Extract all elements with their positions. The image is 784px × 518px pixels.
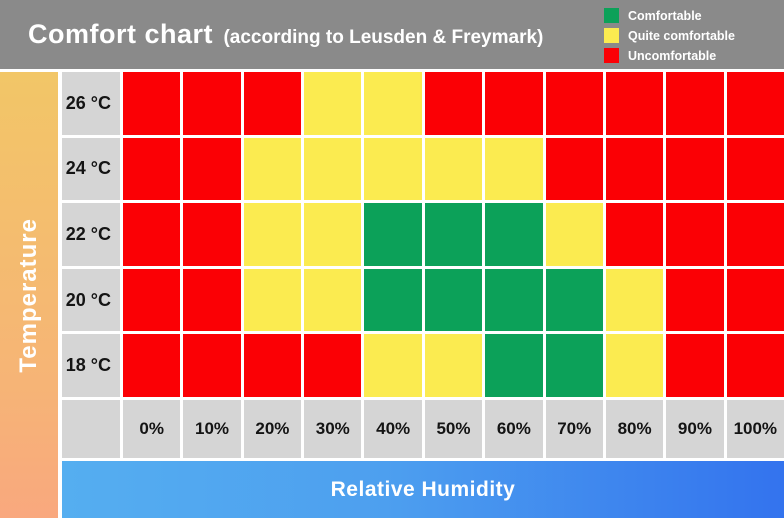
heatmap-cell <box>243 137 302 201</box>
humidity-col-label: 70% <box>545 399 603 458</box>
humidity-col-label: 30% <box>304 399 362 458</box>
chart-body: Temperature 26 °C 24 °C 22 °C 20 °C 18 °C 0% 1… <box>0 69 784 518</box>
heatmap-cell <box>123 137 181 201</box>
heatmap-cell <box>666 203 724 266</box>
heatmap-cell <box>183 334 241 397</box>
legend-label: Comfortable <box>628 8 702 23</box>
heatmap-cell <box>304 203 362 266</box>
legend-label: Quite comfortable <box>628 28 735 43</box>
humidity-col-label: 50% <box>424 399 483 458</box>
heatmap-cell <box>183 137 241 201</box>
title-text: Comfort chart <box>28 19 214 49</box>
heatmap-cell <box>545 203 603 266</box>
heatmap-cell <box>545 72 603 135</box>
temp-row-label: 20 °C <box>62 268 120 332</box>
heatmap-cell <box>545 137 603 201</box>
heatmap-grid: 26 °C 24 °C 22 °C 20 °C 18 °C 0% 10% 20% 30% 40% 5… <box>62 72 784 458</box>
heatmap-cell <box>605 268 664 332</box>
heatmap-cell <box>605 137 664 201</box>
heatmap-cell <box>605 203 664 266</box>
heatmap-cell <box>726 203 784 266</box>
heatmap-cell <box>424 334 483 397</box>
heatmap-cell <box>666 334 724 397</box>
heatmap-cell <box>123 268 181 332</box>
heatmap-cell <box>364 334 422 397</box>
humidity-col-label: 60% <box>485 399 543 458</box>
subtitle-text: (according to Leusden & Freymark) <box>223 27 544 48</box>
heatmap-cell <box>243 334 302 397</box>
heatmap-cell <box>243 203 302 266</box>
heatmap-cell <box>726 137 784 201</box>
legend-item-uncomfortable: Uncomfortable <box>604 48 772 63</box>
heatmap-cell <box>666 137 724 201</box>
heatmap-cell <box>726 334 784 397</box>
temperature-axis-label: Temperature <box>15 217 42 373</box>
heatmap-cell <box>183 72 241 135</box>
heatmap-cell <box>304 72 362 135</box>
humidity-col-label: 20% <box>243 399 302 458</box>
heatmap-cell <box>545 268 603 332</box>
heatmap-cell <box>424 203 483 266</box>
heatmap-cell <box>183 268 241 332</box>
temp-row-label: 26 °C <box>62 72 120 135</box>
humidity-col-label: 80% <box>605 399 664 458</box>
humidity-col-label: 90% <box>666 399 724 458</box>
heatmap-cell <box>605 72 664 135</box>
heatmap-cell <box>304 137 362 201</box>
legend: Comfortable Quite comfortable Uncomforta… <box>604 6 772 63</box>
heatmap-cell <box>666 268 724 332</box>
temp-row-label: 18 °C <box>62 334 120 397</box>
heatmap-cell <box>304 268 362 332</box>
heatmap-cell <box>485 334 543 397</box>
quite-comfortable-swatch-icon <box>604 28 619 43</box>
heatmap-cell <box>485 137 543 201</box>
humidity-col-label: 40% <box>364 399 422 458</box>
heatmap-cell <box>545 334 603 397</box>
legend-item-quite-comfortable: Quite comfortable <box>604 28 772 43</box>
heatmap-cell <box>364 203 422 266</box>
temp-row-label: 24 °C <box>62 137 120 201</box>
heatmap-cell <box>605 334 664 397</box>
temp-row-label: 22 °C <box>62 203 120 266</box>
heatmap-cell <box>123 72 181 135</box>
heatmap-cell <box>485 72 543 135</box>
temperature-axis: Temperature <box>0 72 58 518</box>
page-title: Comfort chart (according to Leusden & Fr… <box>28 19 543 50</box>
chart-header: Comfort chart (according to Leusden & Fr… <box>0 0 784 69</box>
heatmap-cell <box>424 72 483 135</box>
heatmap-cell <box>183 203 241 266</box>
humidity-axis: Relative Humidity <box>62 461 784 518</box>
heatmap-cell <box>364 268 422 332</box>
legend-item-comfortable: Comfortable <box>604 8 772 23</box>
heatmap-cell <box>424 137 483 201</box>
heatmap-cell <box>243 268 302 332</box>
corner-cell <box>62 399 120 458</box>
humidity-col-label: 0% <box>123 399 181 458</box>
comfortable-swatch-icon <box>604 8 619 23</box>
heatmap-cell <box>726 72 784 135</box>
legend-label: Uncomfortable <box>628 48 717 63</box>
heatmap-cell <box>243 72 302 135</box>
heatmap-cell <box>123 334 181 397</box>
humidity-axis-label: Relative Humidity <box>330 477 516 501</box>
heatmap-cell <box>666 72 724 135</box>
grid-area: 26 °C 24 °C 22 °C 20 °C 18 °C 0% 10% 20% 30% 40% 5… <box>62 72 784 518</box>
humidity-col-label: 100% <box>726 399 784 458</box>
heatmap-cell <box>364 137 422 201</box>
heatmap-cell <box>726 268 784 332</box>
heatmap-cell <box>123 203 181 266</box>
humidity-col-label: 10% <box>183 399 241 458</box>
heatmap-cell <box>485 203 543 266</box>
heatmap-cell <box>304 334 362 397</box>
heatmap-cell <box>364 72 422 135</box>
uncomfortable-swatch-icon <box>604 48 619 63</box>
heatmap-cell <box>485 268 543 332</box>
heatmap-cell <box>424 268 483 332</box>
